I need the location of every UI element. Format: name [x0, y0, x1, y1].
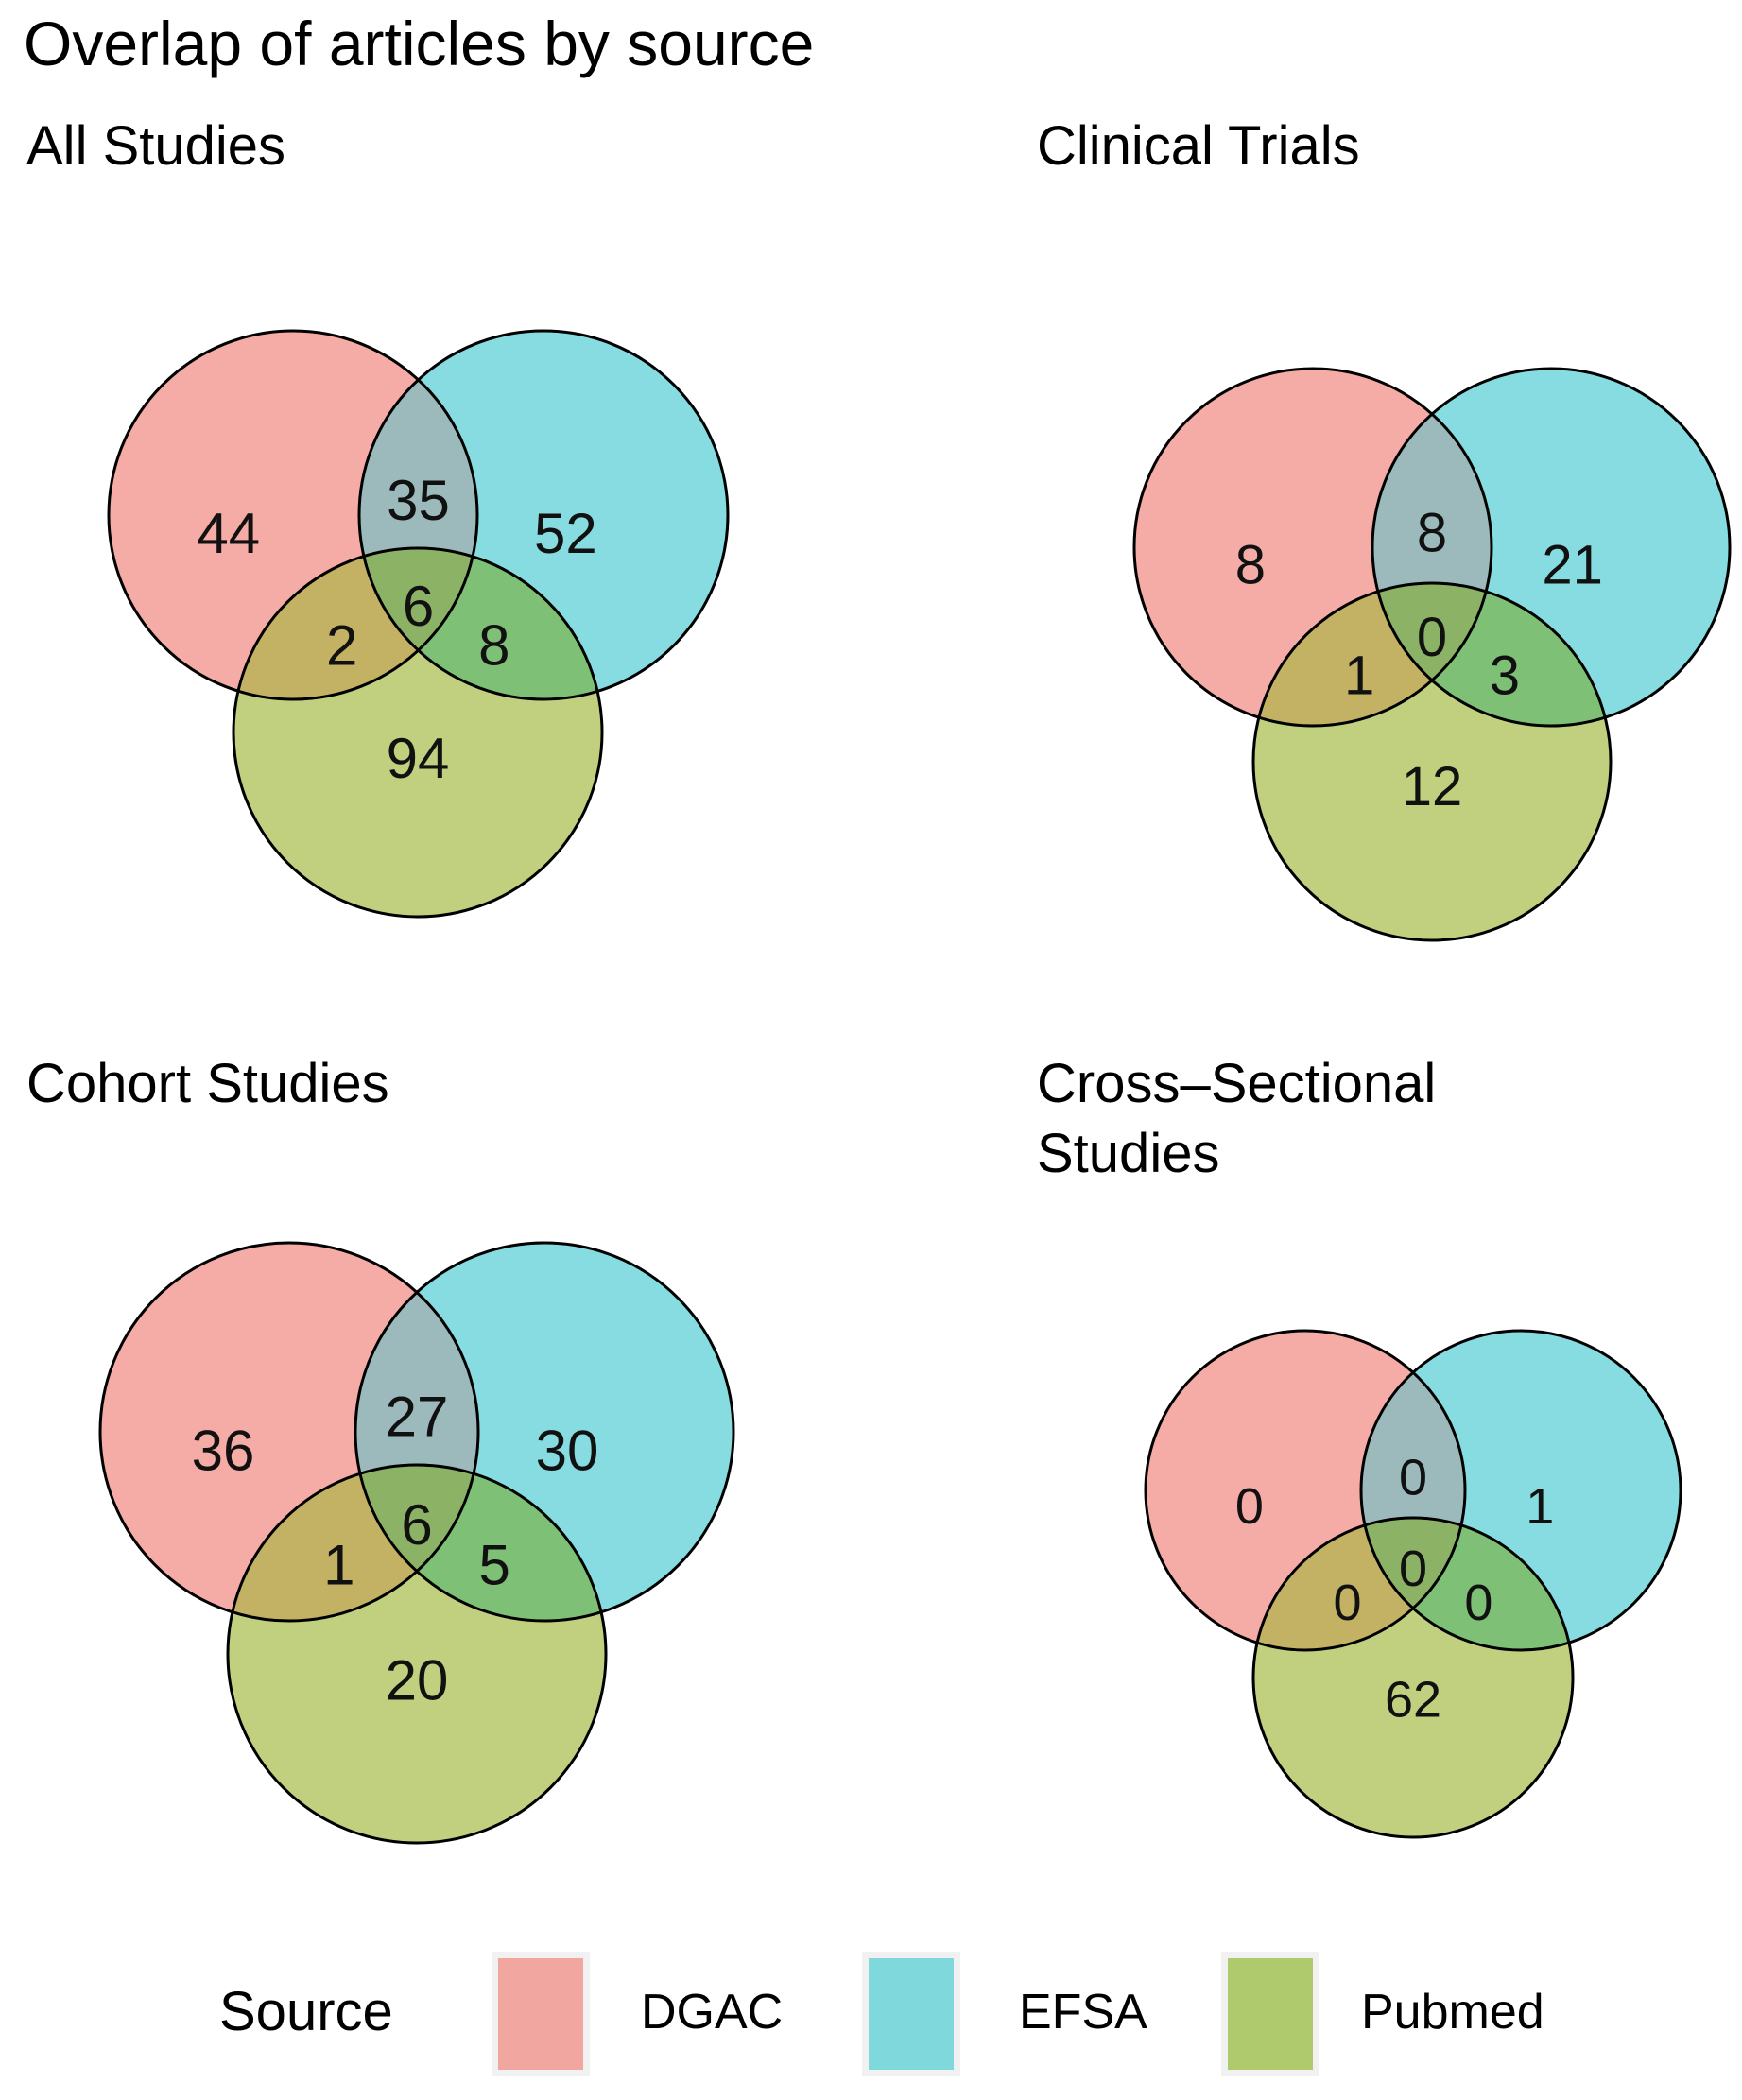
- venn-outline-dgac: [1132, 367, 1493, 728]
- legend-swatch-dgac: [498, 1958, 583, 2070]
- venn-count-all-three: 0: [1399, 1541, 1427, 1597]
- venn-outline-efsa: [357, 329, 730, 701]
- venn-count-efsa-only: 30: [536, 1420, 599, 1483]
- venn-outline-pubmed: [226, 1463, 608, 1845]
- legend-key-dgac: [492, 1952, 590, 2076]
- venn-count-dgac-only: 8: [1235, 534, 1266, 595]
- venn-count-dgac-efsa: 35: [387, 469, 450, 532]
- venn-count-dgac-pubmed: 2: [326, 614, 357, 678]
- panel-title-clinical-trials: Clinical Trials: [1037, 115, 1360, 177]
- venn-count-efsa-pubmed: 5: [479, 1534, 510, 1597]
- legend-title: Source: [219, 1981, 393, 2042]
- legend-swatch-pubmed: [1228, 1958, 1313, 2070]
- venn-count-dgac-pubmed: 1: [323, 1534, 354, 1597]
- venn-region-dgac-pubmed: [1253, 1518, 1465, 1650]
- legend: Source DGAC EFSA Pubmed: [0, 1942, 1742, 2093]
- venn-count-dgac-efsa: 0: [1399, 1449, 1427, 1506]
- venn-count-dgac-efsa: 8: [1417, 502, 1447, 563]
- venn-outline-pubmed: [1251, 581, 1613, 942]
- venn-count-efsa-pubmed: 3: [1490, 645, 1520, 707]
- panel-title-cohort-studies: Cohort Studies: [26, 1053, 389, 1114]
- legend-key-pubmed: [1221, 1952, 1319, 2076]
- legend-label-efsa: EFSA: [1019, 1985, 1147, 2040]
- venn-count-efsa-only: 21: [1542, 534, 1603, 595]
- venn-panel-cohort-studies: 36 27 30 165 20: [98, 1241, 735, 1845]
- venn-region-dgac-pubmed: [1253, 583, 1492, 726]
- venn-region-dgac-pubmed: [228, 1465, 478, 1621]
- venn-count-efsa-pubmed: 8: [478, 614, 509, 678]
- venn-count-pubmed-only: 94: [387, 727, 450, 790]
- venn-count-efsa-only: 52: [534, 502, 597, 565]
- venn-outline-pubmed: [232, 546, 604, 919]
- venn-outline-dgac: [98, 1241, 480, 1623]
- venn-count-efsa-only: 1: [1526, 1478, 1554, 1535]
- venn-count-pubmed-only: 62: [1385, 1672, 1441, 1729]
- venn-count-dgac-only: 36: [192, 1420, 255, 1483]
- legend-swatch-efsa: [869, 1958, 954, 2070]
- venn-region-efsa-pubmed: [355, 1465, 606, 1621]
- legend-label-pubmed: Pubmed: [1361, 1985, 1544, 2040]
- venn-count-dgac-pubmed: 1: [1344, 645, 1374, 707]
- venn-count-dgac-efsa: 27: [386, 1386, 449, 1449]
- venn-outline-efsa: [354, 1241, 735, 1623]
- venn-count-efsa-pubmed: 0: [1464, 1575, 1492, 1631]
- venn-count-dgac-only: 0: [1235, 1478, 1264, 1535]
- panel-title-all-studies: All Studies: [26, 115, 286, 177]
- venn-region-efsa-pubmed: [1361, 1518, 1573, 1650]
- venn-count-dgac-only: 44: [197, 502, 260, 565]
- venn-outline-dgac: [1144, 1329, 1467, 1652]
- venn-outline-efsa: [1359, 1329, 1682, 1652]
- venn-outline-pubmed: [1251, 1516, 1575, 1839]
- legend-label-dgac: DGAC: [641, 1985, 784, 2040]
- venn-region-dgac-pubmed: [233, 548, 477, 699]
- figure-title: Overlap of articles by source: [24, 9, 815, 78]
- venn-count-all-three: 6: [403, 575, 434, 638]
- panel-title-cross-sectional-studies: Cross–Sectional Studies: [1037, 1053, 1437, 1185]
- venn-outline-efsa: [1371, 367, 1732, 728]
- venn-count-all-three: 6: [401, 1493, 432, 1557]
- venn-panel-clinical-trials: 8 8 21 103 12: [1132, 367, 1732, 942]
- venn-count-pubmed-only: 12: [1402, 756, 1463, 818]
- venn-region-efsa-pubmed: [359, 548, 602, 699]
- venn-count-dgac-pubmed: 0: [1334, 1575, 1362, 1631]
- venn-count-pubmed-only: 20: [386, 1649, 449, 1713]
- venn-count-all-three: 0: [1417, 607, 1447, 668]
- venn-panel-all-studies: 44 35 52 268 94: [107, 329, 730, 919]
- legend-key-efsa: [862, 1952, 960, 2076]
- venn-outline-dgac: [107, 329, 479, 701]
- venn-region-efsa-pubmed: [1372, 583, 1611, 726]
